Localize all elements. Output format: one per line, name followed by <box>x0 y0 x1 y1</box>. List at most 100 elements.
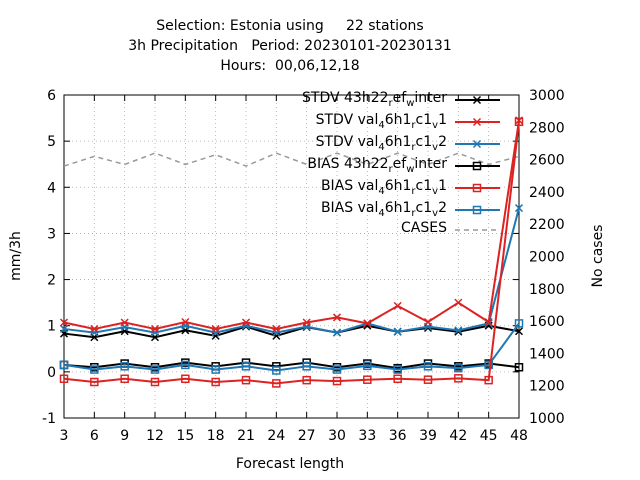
x-tick-label: 27 <box>298 428 316 444</box>
y-tick-label: -1 <box>42 411 56 427</box>
x-tick-label: 48 <box>510 428 528 444</box>
y-tick-label: 2 <box>47 273 56 289</box>
y2-tick-label: 3000 <box>529 88 565 104</box>
data-point-4-12 <box>423 375 433 384</box>
data-point-2-15 <box>514 204 524 213</box>
data-point-5-5 <box>211 365 220 374</box>
x-tick-label: 12 <box>146 428 164 444</box>
data-point-0-15 <box>514 327 524 336</box>
x-tick-label: 39 <box>419 428 437 444</box>
data-point-5-12 <box>423 362 433 371</box>
data-point-4-4 <box>181 374 190 384</box>
x-tick-label: 9 <box>120 428 129 444</box>
y2-tick-label: 2000 <box>529 250 565 266</box>
data-point-5-9 <box>332 365 342 374</box>
chart-title-line-3: Hours: 00,06,12,18 <box>220 58 360 74</box>
x-tick-label: 18 <box>207 428 225 444</box>
data-point-4-13 <box>454 374 463 383</box>
series-line-4 <box>63 121 520 385</box>
legend-marker-0 <box>472 95 482 105</box>
y-tick-label: 6 <box>47 88 56 104</box>
chart-title-line-2: 3h Precipitation Period: 20230101-202301… <box>128 38 452 54</box>
data-point-5-13 <box>454 363 463 373</box>
data-point-2-13 <box>454 326 463 335</box>
legend-label-0: STDV 43h22refwinter <box>302 90 447 109</box>
data-point-5-4 <box>181 360 190 370</box>
data-point-0-5 <box>211 331 220 340</box>
data-point-4-2 <box>120 374 129 384</box>
chart-title-line-1: Selection: Estonia using 22 stations <box>156 18 424 34</box>
data-point-1-13 <box>454 298 463 307</box>
data-point-5-7 <box>272 366 281 375</box>
y2-tick-label: 1600 <box>529 314 565 330</box>
data-point-4-15 <box>514 117 524 127</box>
legend-label-3: BIAS 43h22refwinter <box>307 156 447 175</box>
series-line-5 <box>63 322 520 372</box>
y-tick-label: 3 <box>47 226 56 242</box>
x-tick-label: 42 <box>449 428 467 444</box>
data-point-2-0 <box>59 324 69 333</box>
legend-marker-2 <box>472 139 482 149</box>
data-point-1-0 <box>59 318 69 327</box>
data-point-1-1 <box>90 324 99 333</box>
data-point-1-9 <box>332 313 342 322</box>
data-point-4-9 <box>332 376 342 386</box>
data-point-5-1 <box>90 365 99 374</box>
x-tick-label: 33 <box>358 428 376 444</box>
data-point-1-7 <box>272 324 281 333</box>
y-tick-label: 5 <box>47 134 56 150</box>
data-point-1-6 <box>241 318 251 327</box>
legend-marker-4 <box>472 183 482 193</box>
x-tick-label: 30 <box>328 428 346 444</box>
data-point-5-10 <box>363 361 372 371</box>
data-point-2-14 <box>484 319 493 328</box>
data-point-5-14 <box>484 360 493 370</box>
y2-tick-label: 2200 <box>529 217 565 233</box>
data-point-4-8 <box>302 375 311 385</box>
data-point-1-5 <box>211 324 220 333</box>
legend-label-4: BIAS val46h1rc1v1 <box>320 178 447 197</box>
legend-label-6: CASES <box>401 220 447 236</box>
x-tick-label: 24 <box>267 428 285 444</box>
data-point-2-11 <box>393 327 402 336</box>
data-point-4-5 <box>211 377 220 387</box>
data-point-0-7 <box>272 331 281 340</box>
legend-label-1: STDV val46h1rc1v1 <box>315 112 447 131</box>
y2-tick-label: 2400 <box>529 185 565 201</box>
series-line-1 <box>63 120 520 330</box>
x-tick-label: 36 <box>389 428 407 444</box>
y2-tick-label: 1400 <box>529 346 565 362</box>
x-tick-label: 6 <box>90 428 99 444</box>
data-point-4-0 <box>59 374 69 384</box>
legend-label-2: STDV val46h1rc1v2 <box>315 134 447 153</box>
y2-tick-label: 2600 <box>529 153 565 169</box>
y-tick-label: 4 <box>47 180 56 196</box>
data-point-5-8 <box>302 362 311 371</box>
legend-marker-5 <box>472 205 482 215</box>
legend-marker-3 <box>472 161 482 171</box>
data-point-1-4 <box>181 317 190 327</box>
data-point-5-3 <box>150 365 160 374</box>
y2-axis-label: No cases <box>590 224 606 288</box>
series-line-0 <box>63 324 520 339</box>
y-axis-label: mm/3h <box>8 231 24 281</box>
data-point-4-14 <box>484 375 493 385</box>
x-tick-label: 3 <box>60 428 69 444</box>
data-point-4-6 <box>241 375 251 385</box>
data-point-2-9 <box>332 328 342 337</box>
y-tick-label: 1 <box>47 319 56 335</box>
y2-tick-label: 1000 <box>529 411 565 427</box>
data-point-1-11 <box>393 301 402 310</box>
data-point-0-12 <box>423 323 433 333</box>
data-point-4-11 <box>393 374 402 384</box>
series-line-6 <box>63 152 520 167</box>
x-tick-label: 45 <box>480 428 498 444</box>
data-point-4-10 <box>363 375 372 384</box>
data-point-4-1 <box>90 377 99 387</box>
data-point-3-15 <box>514 362 524 372</box>
data-point-1-8 <box>302 318 311 327</box>
data-point-5-6 <box>241 362 251 371</box>
y-tick-label: 0 <box>47 365 56 381</box>
data-point-5-2 <box>120 362 129 371</box>
